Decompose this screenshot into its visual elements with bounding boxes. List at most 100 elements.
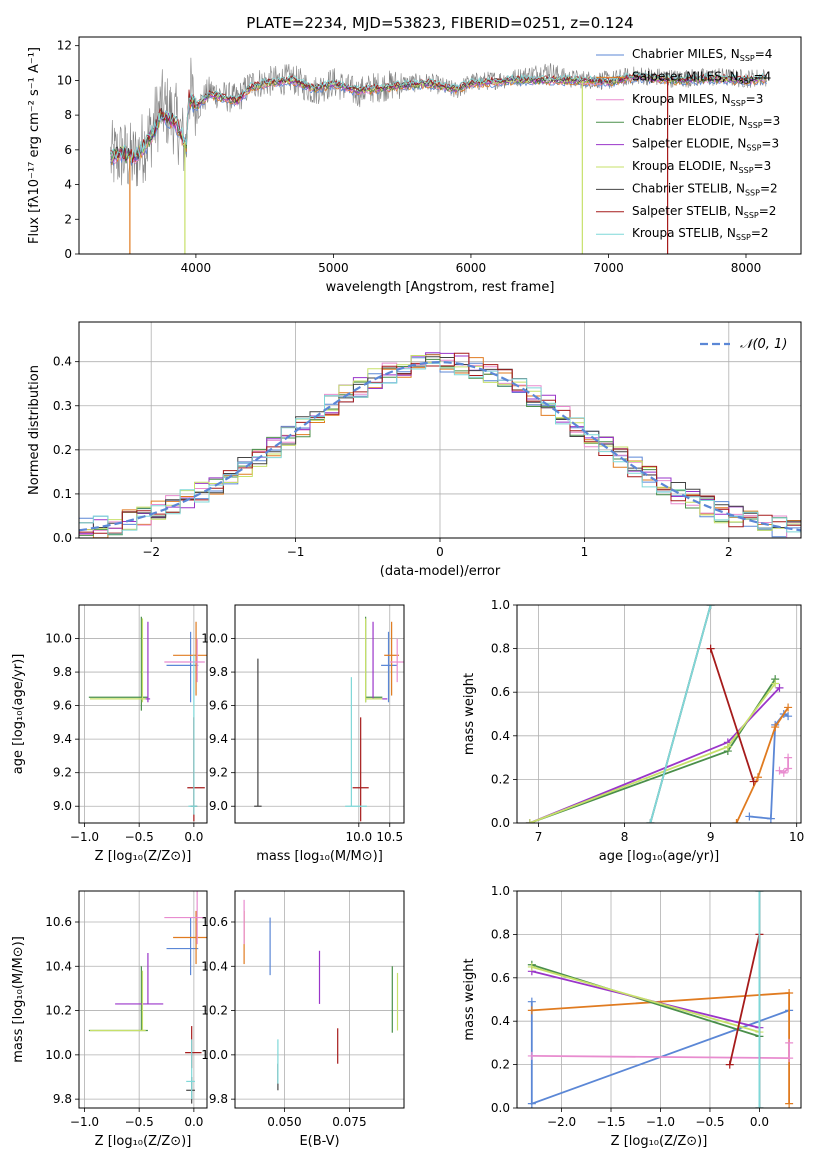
weight-marker	[527, 1051, 536, 1060]
y-axis-label: Normed distribution	[27, 365, 42, 495]
errorbar-7	[352, 717, 369, 822]
y-axis-label: mass [log₁₀(M/M⊙)]	[11, 936, 26, 1063]
weight-marker	[755, 891, 764, 895]
axes-border	[516, 604, 802, 824]
legend-subscript: SSP	[736, 233, 751, 242]
weight-marker	[646, 819, 655, 823]
weight-line-7	[728, 934, 761, 1065]
y-tick-label: 12	[57, 39, 72, 53]
weight-marker	[784, 712, 793, 721]
legend-entry-5: Kroupa ELODIE, NSSP=3	[632, 159, 771, 175]
weight-line-1	[735, 707, 789, 823]
errorbar-0	[381, 631, 398, 703]
legend-entry-4: Salpeter ELODIE, NSSP=3	[632, 137, 779, 153]
weight-marker	[785, 1038, 794, 1047]
legend-subscript: SSP	[731, 99, 746, 108]
y-tick-label: 9.2	[53, 766, 72, 780]
weight-marker	[775, 683, 784, 692]
y-tick-label: 0.0	[53, 531, 72, 545]
x-tick-label: 7000	[593, 261, 624, 275]
model-spectrum-4	[110, 74, 767, 163]
y-tick-label: 9.2	[209, 766, 228, 780]
y-tick-label: 0.6	[491, 971, 510, 985]
weight-marker	[753, 773, 762, 782]
errorbar-1	[173, 621, 207, 696]
weight-line-3	[531, 963, 760, 1038]
x-axis-label: Z [log₁₀(Z/Z⊙)]	[611, 1134, 708, 1149]
weight-marker	[527, 997, 536, 1006]
weight-marker	[784, 753, 793, 762]
weight-marker	[525, 819, 534, 823]
x-tick-label: 4000	[181, 261, 212, 275]
axes-frame: 10.0 10.5 9.0 9.2 9.4 9.6 9.8 10.0 mass [log₁₀(M…	[201, 604, 405, 864]
model-spectrum-8	[110, 71, 767, 163]
weight-marker	[749, 777, 758, 786]
y-tick-label: 0.4	[491, 729, 510, 743]
legend-entry-6: Chabrier STELIB, NSSP=2	[632, 181, 778, 197]
x-tick-label: −0.5	[125, 1115, 154, 1129]
errorbar-8	[345, 677, 367, 807]
y-tick-label: 0.2	[491, 772, 510, 786]
x-tick-label: 10	[789, 830, 804, 844]
errorbar-2	[389, 638, 404, 683]
y-tick-label: 10.2	[45, 1004, 72, 1018]
plot-area	[88, 891, 207, 1104]
weight-marker	[784, 764, 793, 773]
weight-marker	[527, 1099, 536, 1108]
x-tick-label: 0.075	[332, 1115, 366, 1129]
y-tick-label: 1.0	[491, 884, 510, 898]
y-tick-label: 9.0	[209, 799, 228, 813]
weight-marker	[732, 819, 741, 823]
y-tick-label: 0.3	[53, 399, 72, 413]
y-tick-label: 9.6	[209, 699, 228, 713]
errorbar-3	[88, 616, 148, 711]
axes-border	[234, 604, 405, 824]
weight-marker	[706, 644, 715, 653]
plot-area	[243, 899, 399, 1091]
legend-subscript: SSP	[748, 121, 763, 130]
axes-border	[516, 890, 802, 1109]
weight-marker	[785, 988, 794, 997]
legend-label: Kroupa ELODIE, N	[632, 159, 739, 173]
x-tick-label: 9	[707, 830, 715, 844]
legend-suffix: =3	[761, 137, 779, 151]
weight-marker	[785, 1054, 794, 1063]
x-tick-label: 8	[621, 830, 629, 844]
y-tick-label: 9.8	[53, 665, 72, 679]
errorbar-8	[188, 655, 198, 815]
y-tick-label: 10.6	[201, 915, 228, 929]
y-tick-label: 10.2	[201, 1004, 228, 1018]
x-tick-label: −1.0	[70, 1115, 99, 1129]
x-tick-label: −2	[142, 545, 160, 559]
legend-label: Chabrier STELIB, N	[632, 181, 745, 195]
plot-area	[88, 616, 207, 822]
y-tick-label: 0	[64, 247, 72, 261]
x-axis-label: E(B-V)	[299, 1134, 339, 1149]
x-tick-label: 5000	[318, 261, 349, 275]
panel-residuals: −2 −1 0 1 2 0.0 0.1 0.2 0.3 0.4 (data-model)/error…	[27, 321, 802, 579]
axes-frame: −2 −1 0 1 2 0.0 0.1 0.2 0.3 0.4 (data-model)/error…	[27, 321, 802, 579]
errorbar-8	[186, 1039, 195, 1100]
y-tick-label: 10.0	[201, 1048, 228, 1062]
errorbar-5	[89, 970, 146, 1032]
weight-line-2	[779, 757, 789, 775]
legend-label: Salpeter MILES, N	[632, 69, 739, 83]
errorbar-6	[254, 658, 262, 807]
y-tick-label: 0.8	[491, 927, 510, 941]
legend-suffix: =3	[763, 114, 781, 128]
errorbar-5	[89, 618, 146, 703]
legend-entry-3: Chabrier ELODIE, NSSP=3	[632, 114, 780, 130]
panel-weight-vs-age: 7 8 9 10 0.0 0.2 0.4 0.6 0.8 1.0 age [log₁₀(age/yr…	[462, 598, 804, 864]
panel-age-vs-z: −1.0 −0.5 0.0 9.0 9.2 9.4 9.6 9.8 10.0 Z [log₁₀(Z…	[11, 604, 208, 864]
x-tick-label: 0.0	[750, 1115, 769, 1129]
y-axis-label: mass weight	[462, 673, 477, 755]
weight-marker	[527, 1006, 536, 1015]
x-tick-label: 1	[581, 545, 589, 559]
x-tick-label: 6000	[456, 261, 487, 275]
x-axis-label: Z [log₁₀(Z/Z⊙)]	[95, 849, 192, 864]
legend-suffix: =2	[751, 226, 769, 240]
figure-title: PLATE=2234, MJD=53823, FIBERID=0251, z=0…	[246, 14, 633, 32]
axes-border	[78, 604, 208, 824]
legend-subscript: SSP	[740, 54, 755, 63]
